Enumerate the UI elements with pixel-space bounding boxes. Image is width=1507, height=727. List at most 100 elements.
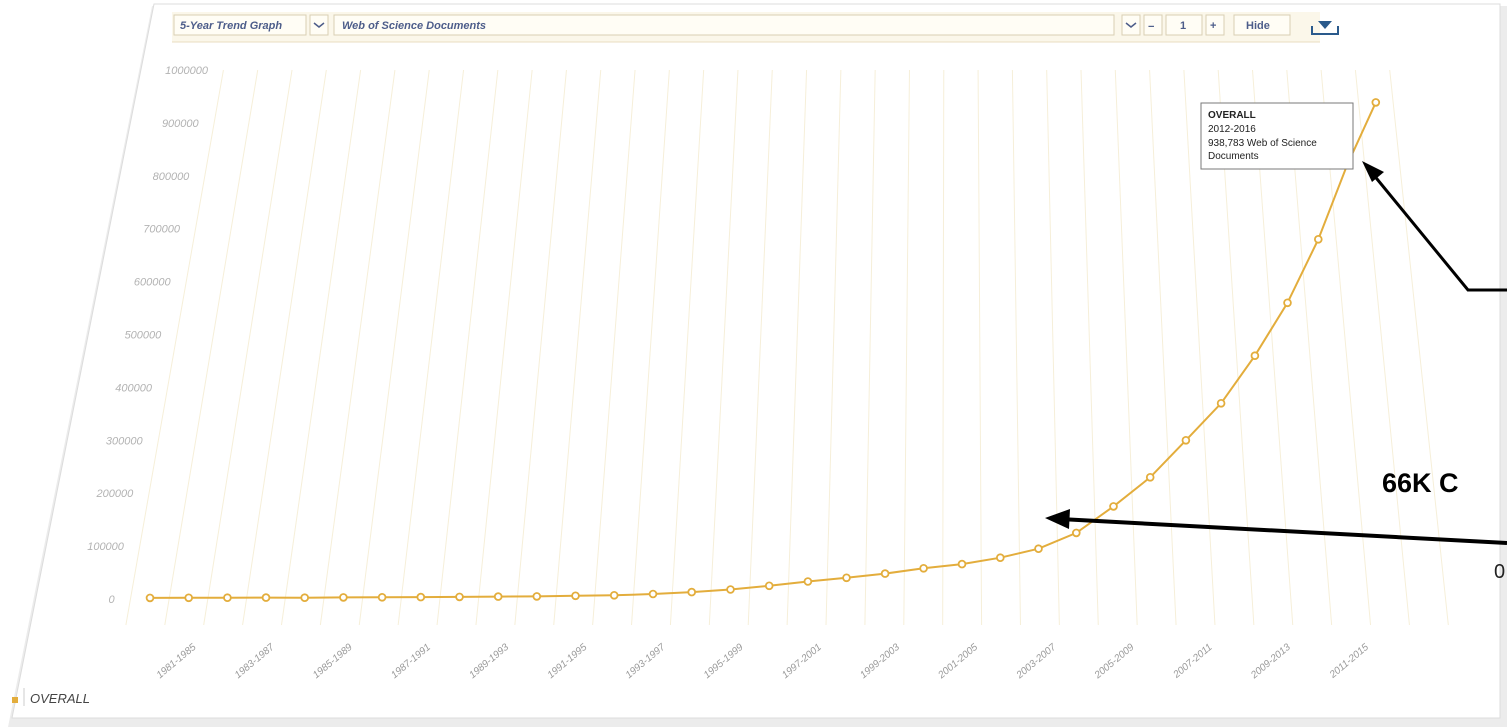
- toolbar: 5-Year Trend Graph Web of Science Docume…: [172, 12, 1339, 43]
- data-point: [726, 585, 735, 594]
- chevron-down-icon: [1125, 22, 1137, 28]
- series-line: [149, 101, 1377, 599]
- grid-line: [553, 69, 602, 626]
- grid: [125, 69, 1449, 626]
- data-point: [1216, 398, 1226, 408]
- y-tick-label: 800000: [153, 171, 191, 183]
- data-point: [1371, 98, 1381, 107]
- grid-line: [864, 69, 876, 626]
- grid-line: [242, 69, 327, 626]
- chevron-down-icon: [313, 22, 325, 28]
- callout-arrow-bottom: [1045, 509, 1507, 545]
- data-point: [377, 592, 387, 602]
- step-value-field[interactable]: 1: [1165, 14, 1203, 36]
- data-point: [416, 592, 426, 602]
- tooltip-title: OVERALL: [1208, 110, 1256, 121]
- data-point: [1109, 502, 1118, 511]
- graph-type-label: 5-Year Trend Graph: [180, 20, 282, 32]
- data-point: [261, 593, 271, 602]
- tooltip-value: 938,783 Web of Science: [1208, 138, 1317, 149]
- download-icon: [1311, 26, 1339, 35]
- grid-line: [280, 69, 362, 626]
- grid-line: [1046, 69, 1060, 626]
- data-point: [184, 593, 194, 603]
- tooltip: OVERALL 2012-2016 938,783 Web of Science…: [1200, 102, 1354, 170]
- grid-line: [514, 69, 567, 626]
- annotation-label: 66K C: [1382, 468, 1459, 498]
- step-plus-label: +: [1210, 20, 1216, 32]
- data-point: [300, 593, 310, 602]
- annotation-sublabel: 0: [1494, 561, 1505, 583]
- grid-line: [125, 69, 224, 626]
- callout-arrow-top: [1362, 161, 1507, 292]
- series-overall: [145, 98, 1381, 603]
- y-tick-label: 500000: [125, 330, 163, 342]
- grid-line: [747, 69, 773, 626]
- grid-line: [1389, 69, 1449, 626]
- legend-swatch: [12, 697, 18, 703]
- download-button[interactable]: [1311, 21, 1339, 35]
- hide-button[interactable]: Hide: [1233, 14, 1291, 36]
- metric-dropdown-button[interactable]: [1121, 14, 1141, 36]
- tooltip-unit: Documents: [1208, 151, 1259, 162]
- data-point: [957, 559, 967, 569]
- y-tick-label: 900000: [162, 118, 200, 130]
- grid-line: [669, 69, 705, 626]
- grid-line: [592, 69, 636, 626]
- data-point: [687, 587, 696, 597]
- panel-card: [11, 3, 1501, 719]
- data-point: [842, 573, 851, 583]
- data-point: [455, 592, 464, 602]
- y-tick-label: 600000: [134, 277, 172, 289]
- data-point: [145, 593, 155, 603]
- grid-line: [1080, 69, 1099, 626]
- data-point: [339, 593, 348, 602]
- data-point: [1250, 351, 1260, 361]
- grid-line: [786, 69, 808, 626]
- data-point: [1314, 235, 1323, 244]
- data-point: [919, 563, 928, 573]
- data-point: [1034, 544, 1043, 553]
- grid-line: [319, 69, 396, 626]
- grid-line: [1149, 69, 1177, 626]
- grid-line: [475, 69, 533, 626]
- grid-line: [1183, 69, 1216, 626]
- y-tick-label: 100000: [87, 541, 125, 553]
- y-tick-label: 0: [108, 594, 115, 606]
- grid-line: [436, 69, 499, 626]
- step-minus-button[interactable]: −: [1143, 14, 1163, 36]
- data-point: [648, 589, 658, 599]
- step-plus-button[interactable]: +: [1205, 14, 1225, 36]
- grid-line: [708, 69, 739, 626]
- data-point: [609, 590, 619, 600]
- data-point: [995, 553, 1005, 562]
- grid-line: [397, 69, 465, 626]
- metric-select[interactable]: Web of Science Documents: [333, 14, 1115, 36]
- data-point: [571, 591, 580, 601]
- grid-line: [942, 69, 945, 626]
- data-point: [493, 592, 503, 601]
- data-point: [1072, 528, 1081, 538]
- y-axis-ticks: 0 100000 200000 300000 400000 500000 600000 700…: [87, 65, 209, 606]
- grid-line: [164, 69, 259, 626]
- legend: OVERALL: [12, 688, 90, 706]
- step-minus-label: −: [1148, 21, 1154, 33]
- y-tick-label: 200000: [96, 488, 135, 500]
- data-point: [1283, 298, 1292, 308]
- step-value: 1: [1180, 20, 1186, 32]
- grid-line: [358, 69, 430, 626]
- data-point: [803, 577, 813, 586]
- data-point: [1181, 435, 1191, 445]
- grid-line: [977, 69, 983, 626]
- y-tick-label: 300000: [106, 435, 144, 447]
- graph-type-select[interactable]: 5-Year Trend Graph: [173, 14, 307, 36]
- y-tick-label: 1000000: [165, 65, 209, 77]
- graph-type-dropdown-button[interactable]: [309, 14, 329, 36]
- metric-label: Web of Science Documents: [342, 20, 486, 32]
- tooltip-period: 2012-2016: [1208, 124, 1256, 135]
- grid-line: [631, 69, 670, 626]
- grid-line: [903, 69, 910, 626]
- y-tick-label: 700000: [143, 224, 181, 236]
